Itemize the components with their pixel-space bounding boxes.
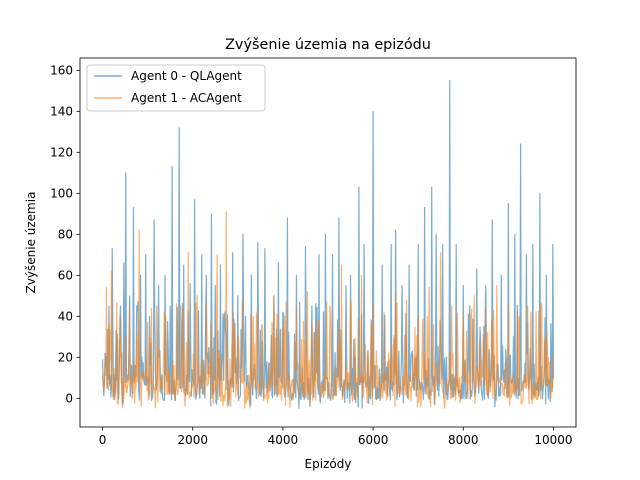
y-tick-label: 100 — [50, 186, 73, 200]
y-tick-label: 20 — [58, 350, 73, 364]
series-layer — [101, 79, 555, 410]
y-tick-label: 140 — [50, 104, 73, 118]
legend: Agent 0 - QLAgent Agent 1 - ACAgent — [86, 64, 266, 112]
x-axis: 0 2000 4000 6000 8000 10000 — [99, 427, 573, 447]
x-tick-label: 2000 — [177, 433, 208, 447]
legend-box — [86, 64, 266, 112]
chart-title: Zvýšenie územia na epizódu — [225, 37, 431, 53]
y-axis: 0 20 40 60 80 100 120 140 160 — [50, 63, 80, 405]
x-tick-label: 0 — [99, 433, 107, 447]
plot-frame — [79, 57, 577, 428]
y-tick-label: 0 — [65, 391, 73, 405]
y-axis-label: Zvýšenie územia — [24, 192, 38, 294]
series-line-agent-1 — [101, 211, 555, 409]
x-tick-label: 8000 — [448, 433, 479, 447]
y-tick-label: 60 — [58, 268, 73, 282]
y-tick-label: 80 — [58, 227, 73, 241]
y-tick-label: 120 — [50, 145, 73, 159]
legend-label-agent-1: Agent 1 - ACAgent — [131, 91, 242, 105]
x-tick-label: 4000 — [268, 433, 299, 447]
legend-label-agent-0: Agent 0 - QLAgent — [131, 69, 242, 83]
x-axis-label: Epizódy — [305, 457, 352, 471]
x-tick-label: 10000 — [534, 433, 572, 447]
y-tick-label: 40 — [58, 309, 73, 323]
x-tick-label: 6000 — [358, 433, 389, 447]
y-tick-label: 160 — [50, 63, 73, 77]
